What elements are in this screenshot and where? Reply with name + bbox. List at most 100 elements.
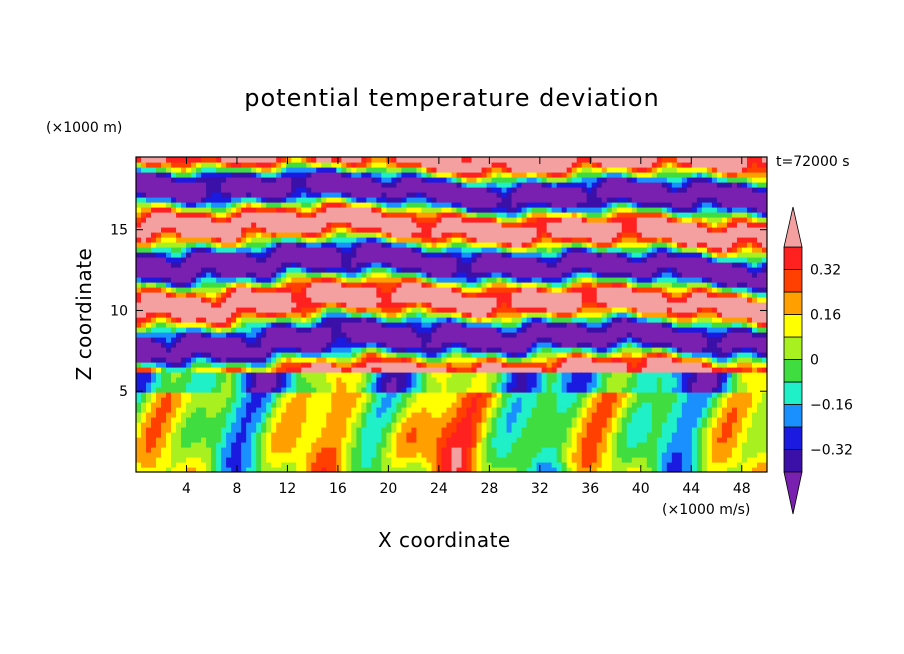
field-cell: [331, 277, 337, 283]
field-cell: [221, 407, 227, 413]
field-cell: [261, 237, 267, 243]
field-cell: [411, 362, 418, 368]
field-cell: [371, 367, 377, 373]
field-cell: [181, 437, 187, 443]
field-cell: [176, 412, 182, 418]
field-cell: [356, 412, 362, 418]
field-cell: [141, 242, 147, 248]
field-cell: [141, 447, 147, 453]
field-cell: [231, 382, 237, 388]
field-cell: [256, 247, 262, 253]
field-cell: [401, 402, 408, 408]
field-cell: [456, 177, 463, 183]
field-cell: [251, 412, 257, 418]
field-cell: [151, 322, 157, 328]
field-cell: [336, 362, 342, 368]
field-cell: [211, 287, 217, 293]
field-cell: [146, 417, 152, 423]
field-cell: [336, 372, 342, 378]
field-cell: [156, 412, 162, 418]
field-cell: [136, 247, 142, 253]
field-cell: [471, 457, 478, 463]
field-cell: [356, 187, 362, 193]
field-cell: [231, 197, 237, 203]
field-cell: [356, 232, 362, 238]
field-cell: [236, 407, 242, 413]
field-cell: [481, 312, 488, 318]
field-cell: [526, 207, 533, 213]
field-cell: [391, 302, 398, 308]
field-cell: [296, 437, 302, 443]
field-cell: [281, 312, 287, 318]
field-cell: [226, 322, 232, 328]
field-cell: [471, 307, 478, 313]
field-cell: [291, 247, 297, 253]
field-cell: [451, 452, 458, 458]
field-cell: [156, 332, 162, 338]
field-cell: [446, 452, 453, 458]
field-cell: [141, 397, 147, 403]
field-cell: [416, 327, 423, 333]
field-cell: [266, 157, 272, 163]
field-cell: [516, 412, 523, 418]
field-cell: [291, 342, 297, 348]
field-cell: [201, 297, 207, 303]
field-cell: [451, 267, 458, 273]
field-cell: [146, 292, 152, 298]
field-cell: [406, 347, 413, 353]
field-cell: [256, 402, 262, 408]
field-cell: [331, 202, 337, 208]
field-cell: [401, 227, 408, 233]
field-cell: [416, 352, 423, 358]
field-cell: [361, 232, 367, 238]
field-cell: [176, 367, 182, 373]
field-cell: [471, 462, 478, 468]
field-cell: [506, 382, 513, 388]
field-cell: [366, 187, 372, 193]
field-cell: [396, 357, 403, 363]
field-cell: [226, 237, 232, 243]
field-cell: [361, 302, 367, 308]
field-cell: [286, 332, 292, 338]
field-cell: [156, 292, 162, 298]
field-cell: [391, 297, 398, 303]
field-cell: [276, 362, 282, 368]
field-cell: [271, 287, 277, 293]
field-cell: [241, 322, 247, 328]
field-cell: [231, 427, 237, 433]
field-cell: [511, 382, 518, 388]
field-cell: [486, 312, 493, 318]
field-cell: [171, 407, 177, 413]
field-cell: [501, 252, 508, 258]
field-cell: [341, 317, 347, 323]
field-cell: [251, 262, 257, 268]
field-cell: [341, 237, 347, 243]
field-cell: [241, 432, 247, 438]
field-cell: [396, 412, 403, 418]
field-cell: [486, 357, 493, 363]
field-cell: [151, 222, 157, 228]
field-cell: [411, 407, 418, 413]
field-cell: [446, 232, 453, 238]
field-cell: [336, 227, 342, 233]
field-cell: [241, 232, 247, 238]
field-cell: [226, 277, 232, 283]
field-cell: [371, 227, 377, 233]
field-cell: [166, 407, 172, 413]
field-cell: [201, 177, 207, 183]
field-cell: [336, 302, 342, 308]
field-cell: [381, 422, 387, 428]
field-cell: [156, 222, 162, 228]
field-cell: [451, 287, 458, 293]
field-cell: [511, 177, 518, 183]
field-cell: [421, 312, 428, 318]
field-cell: [381, 442, 387, 448]
field-cell: [496, 397, 503, 403]
field-cell: [331, 322, 337, 328]
field-cell: [446, 327, 453, 333]
field-cell: [516, 297, 523, 303]
field-cell: [291, 192, 297, 198]
field-cell: [241, 357, 247, 363]
field-cell: [496, 222, 503, 228]
field-cell: [481, 157, 488, 163]
